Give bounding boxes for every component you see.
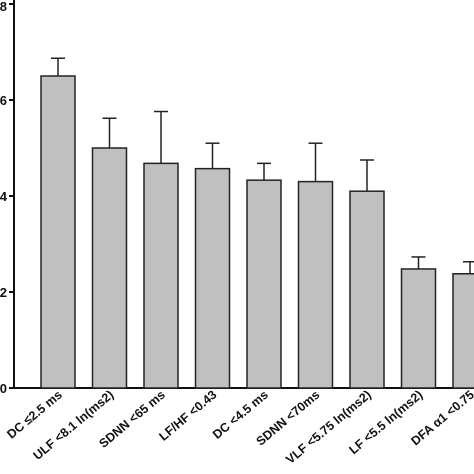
bar bbox=[349, 190, 385, 389]
bar bbox=[452, 273, 474, 389]
x-tick-label: VLF <5.75 ln(ms2) bbox=[283, 388, 374, 467]
bar bbox=[91, 147, 128, 389]
bar bbox=[297, 180, 334, 389]
bar bbox=[400, 268, 437, 389]
y-tick-label: 8 bbox=[0, 0, 7, 14]
bar bbox=[194, 167, 231, 389]
y-tick-label: 4 bbox=[0, 189, 8, 204]
bar bbox=[143, 162, 179, 389]
bar bbox=[40, 75, 76, 389]
y-tick-label: 0 bbox=[0, 381, 7, 396]
bar bbox=[246, 179, 282, 389]
y-tick-label: 6 bbox=[0, 93, 7, 108]
y-tick-label: 2 bbox=[0, 285, 7, 300]
